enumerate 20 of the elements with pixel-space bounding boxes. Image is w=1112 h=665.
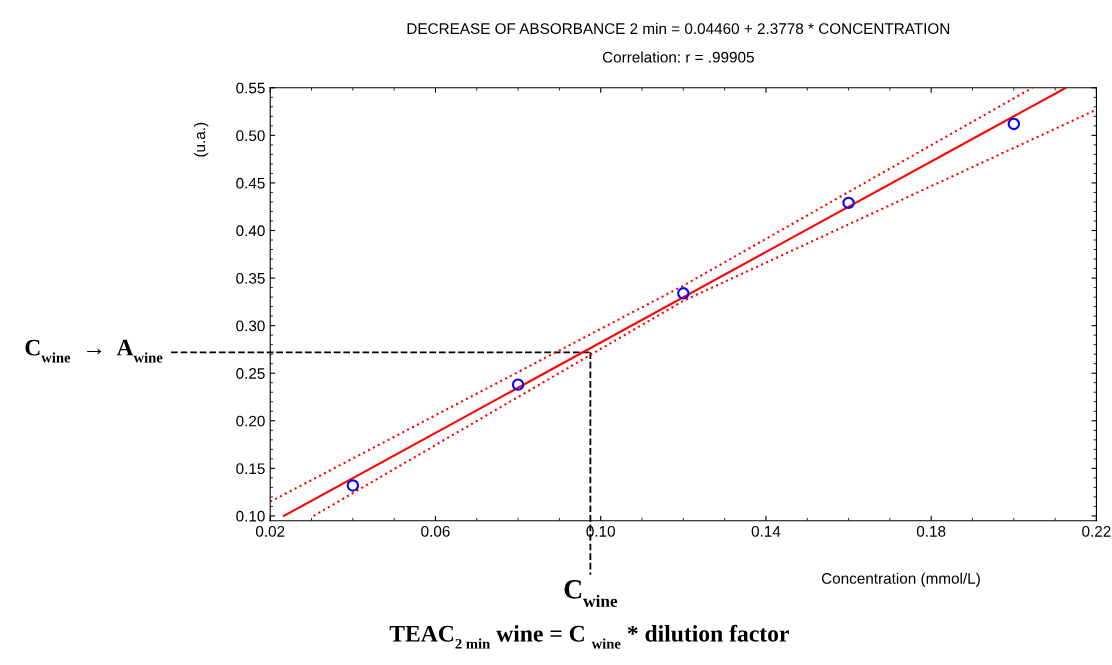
y-tick-label: 0.55 xyxy=(236,82,265,94)
y-tick-label: 0.30 xyxy=(236,320,265,332)
y-tick-label: 0.35 xyxy=(236,272,265,284)
y-axis-title: (u.a.) xyxy=(194,122,209,157)
x-tick-label: 0.06 xyxy=(421,525,450,537)
y-tick-label: 0.20 xyxy=(236,415,265,427)
x-tick-label: 0.18 xyxy=(916,525,946,537)
y-tick-label: 0.40 xyxy=(236,225,265,237)
y-tick-label: 0.10 xyxy=(236,510,265,522)
x-tick-label: 0.10 xyxy=(586,525,615,537)
x-axis-title: Concentration (mmol/L) xyxy=(821,572,980,587)
y-tick-label: 0.45 xyxy=(236,177,265,189)
y-tick-label: 0.15 xyxy=(236,463,265,475)
y-tick-label: 0.50 xyxy=(236,130,265,142)
chart-subtitle: Correlation: r = .99905 xyxy=(602,51,754,63)
x-tick-label: 0.02 xyxy=(255,525,285,537)
x-tick-label: 0.22 xyxy=(1082,525,1111,537)
x-tick-label: 0.14 xyxy=(751,525,781,537)
chart-title: DECREASE OF ABSORBANCE 2 min = 0.04460 + 2.3778 * CONCENTRATION xyxy=(407,22,950,35)
y-tick-label: 0.25 xyxy=(236,368,265,379)
